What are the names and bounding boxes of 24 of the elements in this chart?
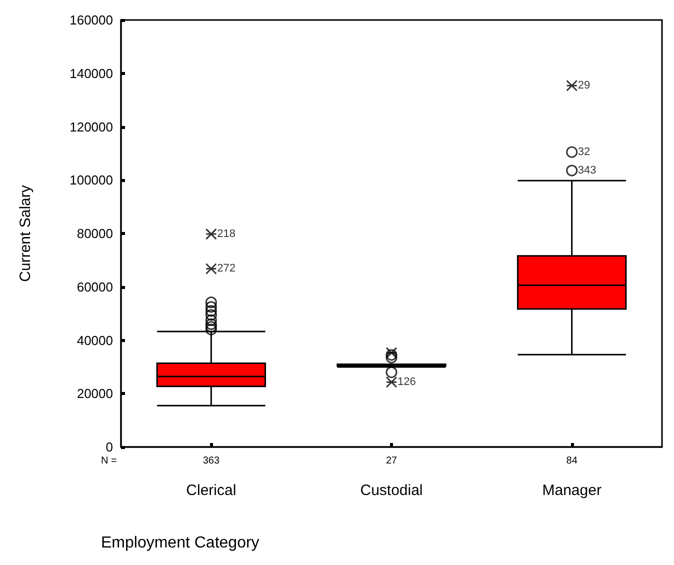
annotation: 343 [578, 164, 596, 177]
annotation: 126 [398, 376, 416, 388]
y-tick-label: 40000 [76, 332, 113, 348]
annotation: 32 [578, 146, 590, 158]
x-axis-title: Employment Category [101, 534, 260, 552]
x-tick-label: Custodial [360, 482, 423, 499]
y-axis-title: Current Salary [17, 184, 34, 282]
y-tick-label: 20000 [76, 386, 113, 402]
annotation: 29 [578, 80, 590, 92]
text: N = [101, 456, 117, 466]
y-tick-label: 80000 [76, 226, 113, 241]
annotation: 272 [217, 262, 236, 275]
y-tick-label: 140000 [70, 66, 113, 81]
text: 363 [202, 456, 220, 466]
x-tick-label: Clerical [186, 482, 236, 499]
y-tick-label: 0 [106, 440, 113, 454]
text: 84 [566, 456, 578, 466]
y-tick-label: 120000 [70, 119, 113, 134]
text: 27 [386, 456, 398, 466]
y-tick-label: 60000 [76, 279, 113, 294]
y-tick-label: 100000 [70, 172, 113, 188]
annotation: 218 [217, 228, 236, 240]
y-tick-label: 160000 [70, 12, 113, 28]
x-tick-label: Manager [542, 482, 602, 499]
